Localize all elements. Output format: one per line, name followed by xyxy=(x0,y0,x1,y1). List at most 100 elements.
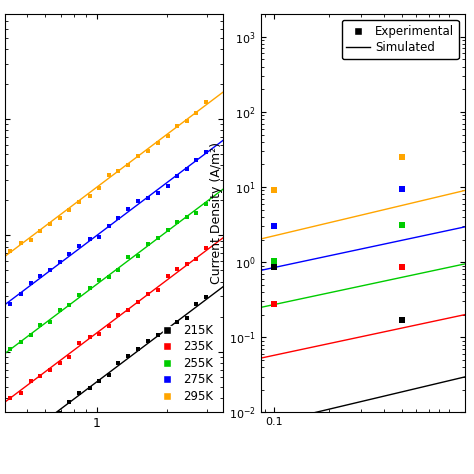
Point xyxy=(154,234,161,242)
Point xyxy=(398,316,406,324)
Point xyxy=(270,264,277,271)
Point xyxy=(398,185,406,192)
Point xyxy=(144,337,152,345)
Point xyxy=(36,228,44,235)
Point xyxy=(192,301,200,308)
Point xyxy=(270,187,277,194)
Point xyxy=(36,322,44,329)
Point xyxy=(56,214,64,222)
Point xyxy=(65,207,73,214)
Point xyxy=(164,226,171,233)
Point xyxy=(154,331,161,338)
Point xyxy=(125,306,132,314)
Point xyxy=(270,257,277,264)
Point xyxy=(6,247,13,255)
Point xyxy=(105,372,113,379)
Point xyxy=(202,201,210,208)
Y-axis label: Current Density (A/m²): Current Density (A/m²) xyxy=(210,142,223,284)
Point xyxy=(173,319,181,326)
Point xyxy=(17,290,25,297)
Point xyxy=(135,253,142,260)
Point xyxy=(182,260,190,268)
Point xyxy=(65,250,73,257)
Point xyxy=(46,366,54,374)
Point xyxy=(135,152,142,160)
Point xyxy=(202,245,210,252)
Point xyxy=(192,255,200,263)
Point xyxy=(164,325,171,333)
Point xyxy=(27,236,35,244)
Point xyxy=(6,346,13,353)
Point xyxy=(164,132,171,140)
Point xyxy=(95,377,103,385)
Point xyxy=(6,441,13,449)
Point xyxy=(192,109,200,116)
Point xyxy=(270,300,277,308)
Point xyxy=(75,291,83,299)
Point xyxy=(125,254,132,261)
Point xyxy=(46,220,54,228)
Point xyxy=(182,117,190,125)
Point xyxy=(105,273,113,281)
Point xyxy=(95,233,103,241)
Point xyxy=(182,213,190,220)
Point xyxy=(154,139,161,147)
Point xyxy=(154,286,161,293)
Point xyxy=(27,279,35,287)
Point xyxy=(398,221,406,229)
Point xyxy=(105,171,113,178)
Point xyxy=(65,301,73,309)
Point xyxy=(95,276,103,284)
Point xyxy=(17,389,25,397)
Point xyxy=(202,98,210,106)
Point xyxy=(202,293,210,301)
Point xyxy=(144,194,152,202)
Legend: Experimental, Simulated: Experimental, Simulated xyxy=(342,20,459,59)
Point xyxy=(95,184,103,192)
Point xyxy=(17,239,25,246)
Point xyxy=(154,189,161,197)
Point xyxy=(115,266,122,274)
Point xyxy=(86,284,93,292)
Point xyxy=(105,222,113,230)
Point xyxy=(65,398,73,406)
Legend: 215K, 235K, 255K, 275K, 295K: 215K, 235K, 255K, 275K, 295K xyxy=(152,320,217,407)
Point xyxy=(6,301,13,308)
Point xyxy=(270,222,277,230)
Point xyxy=(173,122,181,130)
Point xyxy=(46,319,54,326)
Point xyxy=(144,290,152,298)
Point xyxy=(115,359,122,367)
Point xyxy=(65,354,73,361)
Point xyxy=(173,265,181,273)
Point xyxy=(398,154,406,161)
Point xyxy=(125,353,132,360)
Point xyxy=(135,197,142,205)
Point xyxy=(115,214,122,221)
Point xyxy=(6,394,13,402)
Point xyxy=(164,273,171,280)
Point xyxy=(36,273,44,280)
Point xyxy=(56,359,64,366)
Point xyxy=(27,428,35,436)
Point xyxy=(182,165,190,173)
Point xyxy=(135,298,142,306)
Point xyxy=(144,147,152,155)
Point xyxy=(75,198,83,206)
Point xyxy=(115,311,122,319)
Point xyxy=(86,192,93,200)
Point xyxy=(115,167,122,175)
Point xyxy=(75,339,83,346)
Point xyxy=(125,161,132,169)
Point xyxy=(17,338,25,346)
Point xyxy=(135,345,142,352)
Point xyxy=(27,331,35,339)
Point xyxy=(56,306,64,313)
Point xyxy=(36,373,44,380)
Point xyxy=(86,384,93,392)
Point xyxy=(86,235,93,243)
Point xyxy=(173,219,181,226)
Point xyxy=(17,435,25,443)
Point xyxy=(56,410,64,417)
Point xyxy=(125,205,132,212)
